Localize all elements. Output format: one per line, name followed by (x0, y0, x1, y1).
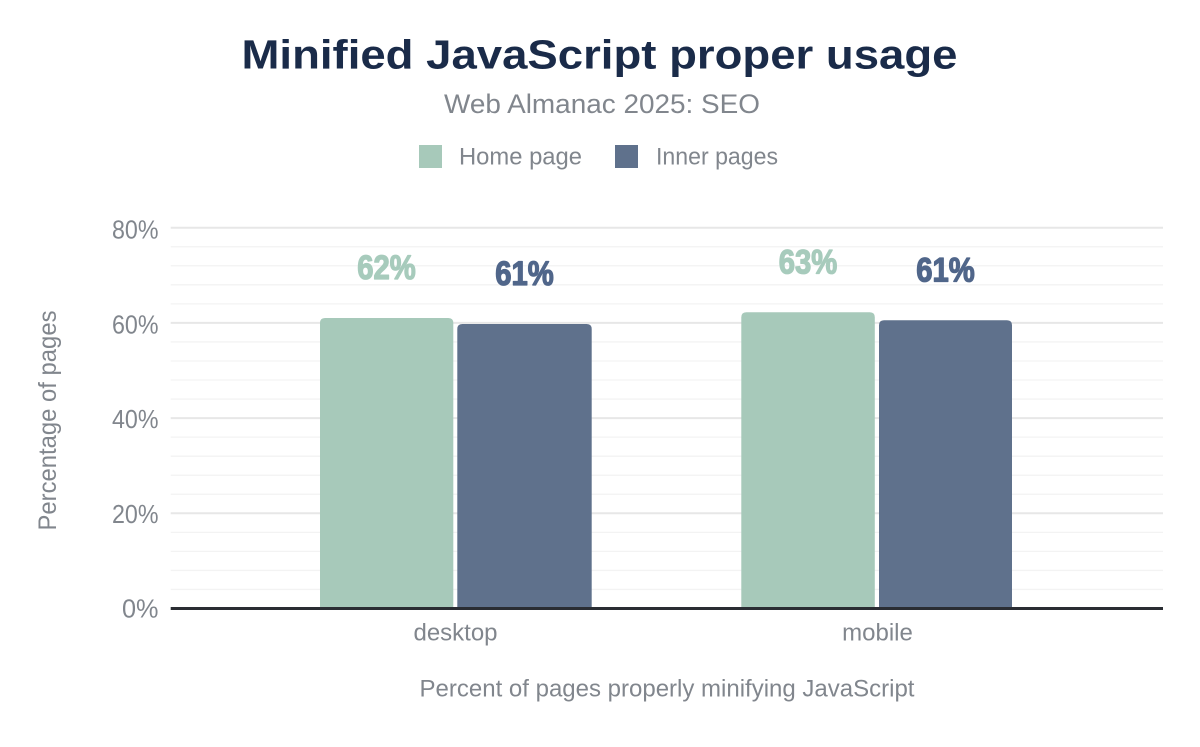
svg-text:80%: 80% (112, 215, 159, 245)
svg-text:Web Almanac 2025: SEO: Web Almanac 2025: SEO (444, 89, 760, 119)
svg-text:Home page: Home page (459, 144, 582, 171)
svg-text:desktop: desktop (413, 619, 497, 646)
svg-text:Minified JavaScript proper usa: Minified JavaScript proper usage (242, 32, 958, 78)
svg-text:20%: 20% (112, 499, 159, 529)
svg-text:40%: 40% (112, 404, 159, 434)
svg-text:Percent of pages properly mini: Percent of pages properly minifying Java… (420, 675, 915, 702)
svg-text:60%: 60% (112, 310, 159, 340)
svg-text:63%: 63% (779, 244, 838, 282)
svg-text:61%: 61% (916, 252, 975, 290)
svg-text:mobile: mobile (842, 619, 913, 646)
svg-text:62%: 62% (357, 249, 416, 287)
svg-text:0%: 0% (122, 594, 159, 624)
svg-text:Percentage of pages: Percentage of pages (34, 311, 62, 531)
svg-text:Inner pages: Inner pages (656, 144, 778, 171)
svg-text:61%: 61% (495, 255, 554, 293)
